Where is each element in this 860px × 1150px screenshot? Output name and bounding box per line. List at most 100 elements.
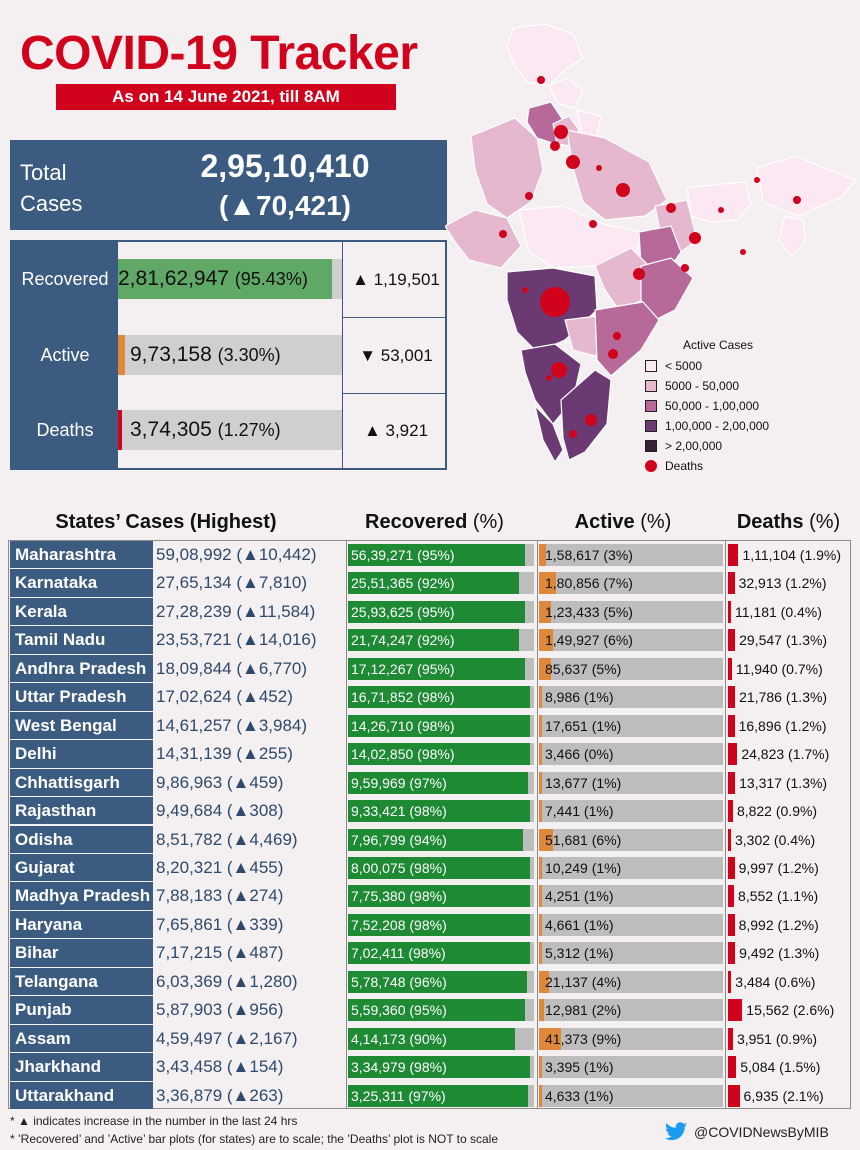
recovered-bar: 56,39,271 (95%) [348, 544, 534, 566]
summary-percent: (95.43%) [234, 269, 308, 289]
map-region [506, 23, 584, 87]
death-marker [537, 76, 545, 84]
deaths-bar-fill [728, 600, 731, 623]
active-value: 5,312 (1%) [545, 945, 614, 962]
summary-divider [342, 317, 447, 318]
state-cases: 7,65,861 (▲339) [156, 914, 284, 934]
death-marker [589, 220, 597, 228]
state-cases: 3,43,458 (▲154) [156, 1057, 284, 1077]
summary-label-column [12, 242, 118, 468]
table-row: Kerala 27,28,239 (▲11,584) 25,93,625 (95… [9, 597, 850, 627]
recovered-bar-fill [348, 970, 527, 993]
active-bar: 3,395 (1%) [539, 1056, 723, 1079]
deaths-value: 3,951 (0.9%) [736, 1030, 818, 1047]
summary-bar-fill [118, 259, 332, 299]
recovered-bar-fill [348, 629, 520, 652]
map-region [756, 155, 856, 217]
recovered-bar: 16,71,852 (98%) [348, 686, 534, 709]
active-bar: 4,633 (1%) [539, 1084, 723, 1107]
summary-delta: ▲ 3,921 [363, 421, 429, 440]
summary-bar-track: 3,74,305 (1.27%) [118, 410, 342, 450]
summary-value: 9,73,158 [130, 342, 212, 366]
legend-title: Active Cases [683, 338, 754, 352]
summary-row-recovered: Recovered 2,81,62,947 (95.43%) ▲ 1,19,50… [12, 242, 445, 317]
death-marker [546, 375, 552, 381]
active-bar-fill [539, 743, 542, 766]
active-bar-fill [539, 771, 542, 794]
legend-item-deaths: Deaths [645, 456, 769, 476]
map-region [686, 181, 752, 223]
summary-percent: (1.27%) [217, 420, 281, 440]
summary-divider [342, 242, 343, 468]
table-row: Uttar Pradesh 17,02,624 (▲452) 16,71,852… [9, 683, 850, 712]
recovered-bar: 7,02,411 (98%) [348, 942, 534, 965]
active-bar: 1,49,927 (6%) [539, 629, 723, 652]
recovered-bar-fill [348, 885, 531, 908]
deaths-value: 13,317 (1.3%) [739, 774, 828, 791]
death-marker [616, 183, 630, 197]
deaths-bar-fill [728, 942, 736, 965]
active-bar-fill [539, 913, 542, 936]
state-cases: 23,53,721 (▲14,016) [156, 630, 317, 650]
recovered-bar-fill [348, 1027, 516, 1050]
twitter-handle-link[interactable]: @COVIDNewsByMIB [664, 1122, 829, 1142]
state-cases: 27,28,239 (▲11,584) [156, 601, 316, 621]
header-recovered-pct: (%) [472, 511, 504, 533]
state-name: Odisha [10, 825, 153, 854]
state-cases: 4,59,497 (▲2,167) [156, 1028, 298, 1048]
deaths-value: 15,562 (2.6%) [746, 1002, 835, 1019]
deaths-bar-fill [728, 657, 732, 680]
deaths-value: 11,940 (0.7%) [735, 660, 823, 677]
page-title: COVID-19 Tracker [20, 27, 418, 80]
table-row: Madhya Pradesh 7,88,183 (▲274) 7,75,380 … [9, 882, 850, 911]
summary-percent: (3.30%) [217, 344, 281, 365]
legend-item: 5000 - 50,000 [645, 376, 769, 396]
summary-bar-fill [118, 334, 126, 375]
map-legend: Active Cases < 5000 5000 - 50,000 50,000 -… [645, 338, 769, 476]
summary-delta: ▲ 1,19,501 [352, 270, 440, 289]
total-label-line1: Total [20, 160, 67, 185]
active-bar-fill [539, 686, 542, 709]
active-bar: 1,80,856 (7%) [539, 572, 723, 595]
table-row: Jharkhand 3,43,458 (▲154) 3,34,979 (98%)… [9, 1053, 850, 1082]
active-bar-fill [539, 1056, 542, 1079]
table-row: Andhra Pradesh 18,09,844 (▲6,770) 17,12,… [9, 654, 850, 684]
recovered-value: 7,52,208 (98%) [351, 916, 447, 933]
active-value: 1,49,927 (6%) [545, 632, 633, 649]
recovered-bar-fill [348, 828, 523, 851]
recovered-bar: 4,14,173 (90%) [348, 1027, 534, 1050]
states-table: States’ Cases (Highest) Recovered (%) Ac… [8, 505, 851, 1110]
death-marker [740, 249, 746, 255]
active-bar-fill [539, 942, 542, 965]
state-name: Haryana [10, 910, 153, 940]
active-value: 51,681 (6%) [545, 831, 622, 848]
map-region [470, 117, 544, 219]
legend-swatch [645, 400, 657, 412]
active-bar-fill [539, 600, 551, 623]
recovered-value: 5,78,748 (96%) [351, 973, 447, 990]
india-map [445, 23, 856, 464]
legend-swatch [645, 420, 657, 432]
recovered-bar-fill [348, 800, 531, 823]
active-value: 1,80,856 (7%) [545, 575, 633, 592]
recovered-value: 14,02,850 (98%) [351, 746, 455, 763]
summary-value-text: 3,74,305 (1.27%) [130, 410, 281, 450]
active-bar-fill [539, 629, 554, 652]
recovered-value: 16,71,852 (98%) [351, 689, 455, 706]
state-name: Delhi [10, 740, 153, 769]
deaths-value: 5,084 (1.5%) [740, 1059, 821, 1076]
table-row: Chhattisgarh 9,86,963 (▲459) 9,59,969 (9… [9, 768, 850, 798]
state-name: Punjab [10, 996, 153, 1025]
map-region [533, 404, 564, 464]
active-bar: 7,441 (1%) [539, 800, 723, 823]
active-value: 4,661 (1%) [545, 916, 614, 933]
recovered-bar: 5,78,748 (96%) [348, 970, 534, 993]
recovered-bar: 14,02,850 (98%) [348, 743, 534, 766]
table-row: Odisha 8,51,782 (▲4,469) 7,96,799 (94%) … [9, 825, 850, 854]
active-bar-fill [539, 572, 556, 595]
deaths-cell: 3,302 (0.4%) [727, 828, 849, 851]
legend-deaths-label: Deaths [665, 459, 704, 473]
recovered-bar-fill [348, 572, 520, 595]
table-row: West Bengal 14,61,257 (▲3,984) 14,26,710… [9, 711, 850, 741]
header-deaths: Deaths (%) [726, 505, 851, 539]
